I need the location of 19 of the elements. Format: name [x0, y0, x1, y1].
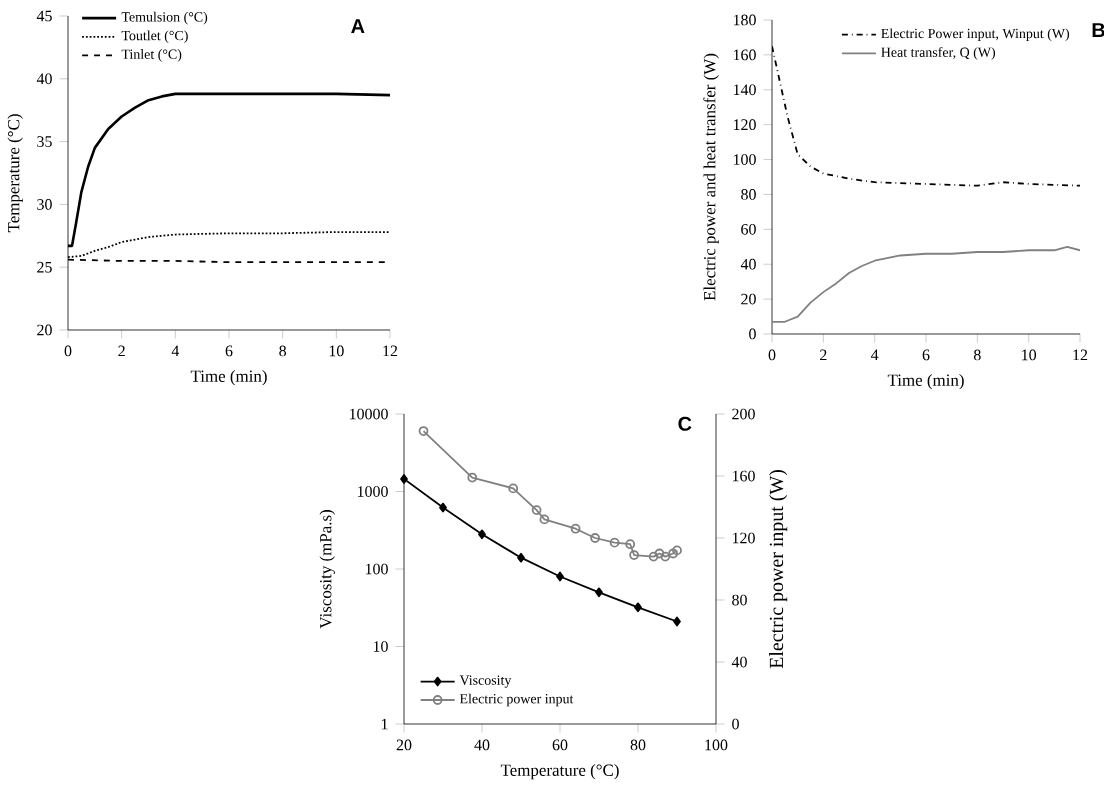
x-axis-title: Time (min)	[887, 373, 964, 390]
point	[517, 552, 525, 563]
y-axis-title: Viscosity (mPa.s)	[319, 510, 335, 629]
point	[439, 502, 447, 513]
point	[400, 474, 408, 484]
y-axis-title: Electric power and heat transfer (W)	[703, 53, 719, 301]
y-axis-title: Temperature (°C)	[7, 114, 23, 233]
point	[478, 529, 486, 540]
chart-title: A	[351, 19, 365, 33]
point	[595, 587, 603, 598]
chart-title: B	[1092, 23, 1104, 37]
x-axis-title: Temperature (°C)	[500, 763, 619, 780]
y2-axis-title: Electric power input (W)	[769, 470, 788, 669]
x-axis-title: Time (min)	[190, 369, 267, 386]
point	[634, 602, 642, 613]
line-series	[772, 245, 1081, 323]
chart-title: C	[678, 416, 692, 431]
point	[673, 616, 681, 627]
point	[556, 571, 564, 582]
